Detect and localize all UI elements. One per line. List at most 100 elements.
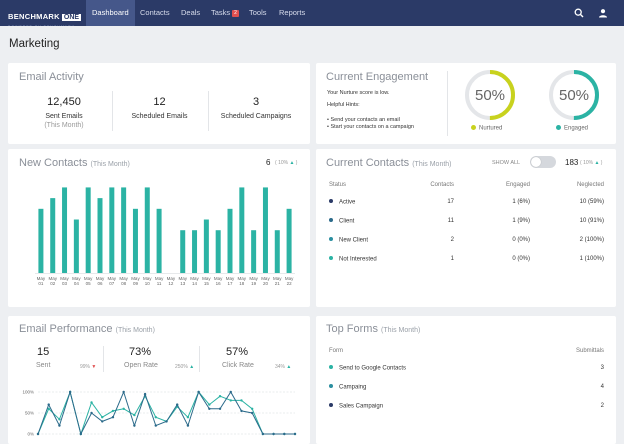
data-point[interactable] [68,390,72,394]
user-icon[interactable] [598,8,608,18]
data-point[interactable] [79,432,83,436]
bar[interactable] [239,187,245,273]
x-tick-label: May [273,276,282,281]
bar[interactable] [38,208,44,273]
data-point[interactable] [101,420,104,423]
nav-deals[interactable]: Deals [181,8,201,17]
bar[interactable] [121,187,127,273]
bar[interactable] [251,230,257,273]
bar[interactable] [192,230,198,273]
bar[interactable] [262,187,268,273]
x-tick-label: May [261,276,270,281]
bar[interactable] [203,219,209,273]
bar[interactable] [73,219,79,273]
nav-reports[interactable]: Reports [279,8,306,17]
form-row[interactable]: Send to Google Contacts [329,365,406,372]
email-performance-title-text: Email Performance [19,323,113,335]
hint-text: Start your contacts on a campaign [330,124,414,130]
bar[interactable] [227,208,233,273]
data-point[interactable] [240,409,243,413]
data-point[interactable] [208,403,211,406]
bar[interactable] [50,198,56,273]
data-point[interactable] [101,416,104,419]
data-point[interactable] [186,416,190,419]
data-point[interactable] [47,403,50,406]
data-point[interactable] [154,416,157,419]
data-point[interactable] [90,411,93,415]
data-point[interactable] [111,416,115,419]
data-point[interactable] [36,432,40,436]
x-tick-label: May [37,276,46,281]
data-point[interactable] [133,413,136,417]
nav-dashboard[interactable]: Dashboard [86,0,135,26]
data-point[interactable] [240,399,243,402]
form-row[interactable]: Campaing [329,384,366,391]
table-row-status[interactable]: Active [329,199,355,206]
data-point[interactable] [229,399,232,402]
nav-tools[interactable]: Tools [249,8,267,17]
data-point[interactable] [293,432,297,436]
x-tick-label: May [84,276,93,281]
data-point[interactable] [58,418,61,421]
neglected-count: 2 (100%) [579,237,604,243]
brand-name: BENCHMARK [8,12,60,21]
bar[interactable] [144,187,150,273]
data-point[interactable] [90,401,93,404]
bar[interactable] [274,230,280,273]
data-point[interactable] [272,432,275,436]
bar[interactable] [215,230,221,273]
data-point[interactable] [283,432,286,436]
search-icon[interactable] [574,8,584,18]
data-point[interactable] [47,407,50,410]
scheduled-emails-label: Scheduled Emails [131,113,188,120]
show-all-label: SHOW ALL [492,160,521,166]
neglected-count: 10 (91%) [579,218,604,224]
data-point[interactable] [154,424,157,427]
email-performance-period: (This Month) [115,327,155,334]
bar[interactable] [109,187,115,273]
nurture-score-text: Your Nurture score is low. [327,90,390,96]
data-point[interactable] [197,390,200,394]
data-point[interactable] [122,390,125,394]
bar[interactable] [62,187,68,273]
bar[interactable] [85,187,91,273]
current-contacts-title-text: Current Contacts [326,157,410,169]
data-point[interactable] [229,390,232,394]
bar[interactable] [97,198,103,273]
data-point[interactable] [186,424,190,427]
form-row[interactable]: Sales Campaign [329,403,383,410]
open-rate-change: 250% ▲ [175,364,194,370]
data-point[interactable] [58,424,61,427]
table-row-status[interactable]: New Client [329,237,368,244]
data-point[interactable] [218,407,222,410]
data-point[interactable] [250,407,254,410]
data-point[interactable] [208,407,211,410]
bar[interactable] [156,208,162,273]
bar[interactable] [286,208,292,273]
data-point[interactable] [218,395,222,398]
engaged-label: Engaged [564,125,589,132]
data-point[interactable] [133,424,136,427]
email-performance-chart: 100% 50% 0% [22,390,297,437]
divider [112,91,113,131]
status-label: Active [339,199,356,206]
data-point[interactable] [176,403,179,406]
data-point[interactable] [143,392,147,396]
data-point[interactable] [250,411,254,415]
data-point[interactable] [111,409,115,413]
status-label: Not Interested [339,256,377,263]
bar[interactable] [180,230,186,273]
data-point[interactable] [122,407,125,410]
data-point[interactable] [165,420,168,423]
bar[interactable] [132,208,138,273]
nav-tasks-label: Tasks [211,8,231,17]
x-tick-label: May [226,276,235,281]
nav-tasks[interactable]: Tasks 2 [205,0,245,26]
nav-contacts[interactable]: Contacts [140,8,170,17]
table-row-status[interactable]: Client [329,218,354,225]
data-point[interactable] [261,432,265,436]
show-all-toggle[interactable] [530,156,556,168]
table-row-status[interactable]: Not Interested [329,256,377,263]
current-engagement-card: Current Engagement Your Nurture score is… [316,63,616,144]
